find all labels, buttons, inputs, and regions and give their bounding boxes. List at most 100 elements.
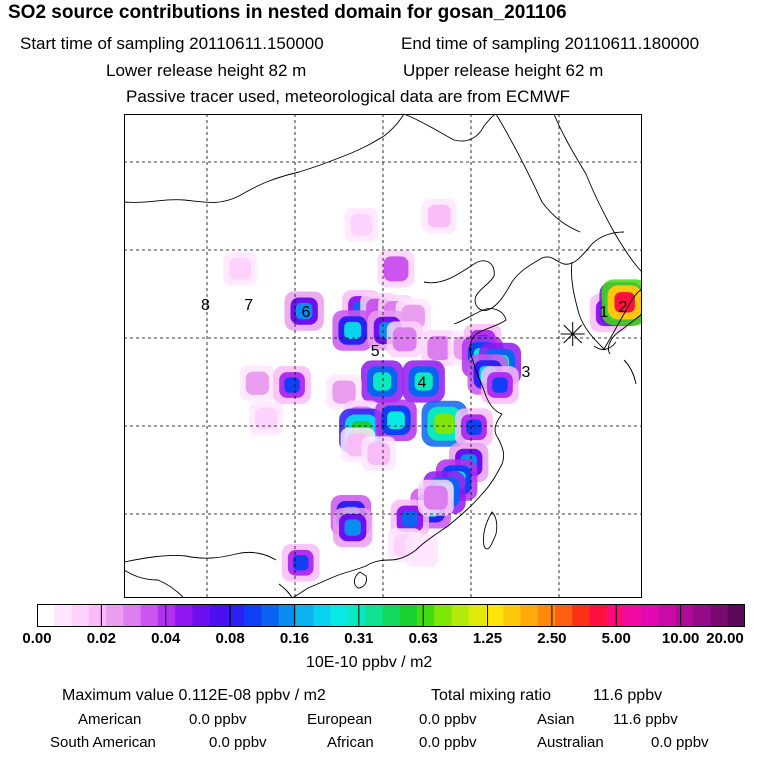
colorbar-cell	[710, 604, 729, 627]
australian-label: Australian	[537, 734, 604, 751]
colorbar-tick-label: 0.00	[22, 630, 52, 647]
south-american-value: 0.0 ppbv	[209, 734, 267, 751]
colorbar-tick-label: 0.02	[86, 630, 116, 647]
colorbar-cell	[296, 604, 314, 627]
source-marker-6: 6	[301, 304, 310, 321]
colorbar-tick-label: 1.25	[472, 630, 503, 647]
colorbar-cell	[175, 604, 194, 627]
colorbar-tick-label: 0.63	[408, 630, 438, 647]
european-label: European	[307, 711, 373, 728]
colorbar-cell	[382, 604, 401, 627]
source-marker-8: 8	[201, 297, 210, 314]
plume-core	[387, 411, 405, 430]
total-mixing-value: 11.6 ppbv	[593, 687, 663, 704]
colorbar-cell	[313, 604, 332, 627]
start-time: Start time of sampling 20110611.150000	[20, 34, 324, 53]
colorbar-cell	[157, 604, 176, 627]
map-panel: 1 2 3 4 5 6 7 8	[124, 114, 642, 598]
maximum-value: Maximum value 0.112E-08 ppbv / m2	[62, 687, 326, 704]
colorbar-cell	[209, 604, 228, 627]
asian-value: 11.6 ppbv	[613, 711, 678, 728]
source-marker-7: 7	[244, 297, 253, 314]
colorbar-cell	[365, 604, 383, 627]
colorbar-cell	[106, 604, 124, 627]
plume-core	[434, 413, 455, 434]
plume-cell	[255, 407, 277, 430]
colorbar-cell	[71, 604, 90, 627]
asian-label: Asian	[537, 711, 575, 728]
source-marker-4: 4	[418, 375, 427, 392]
plume-cell	[392, 327, 417, 352]
coastlines	[124, 114, 642, 598]
plume-core	[284, 377, 300, 393]
plume-cell	[411, 540, 433, 561]
colorbar-cell	[123, 604, 142, 627]
total-mixing-label: Total mixing ratio	[431, 687, 552, 704]
source-marker-5: 5	[371, 343, 380, 360]
source-marker-3: 3	[521, 364, 530, 381]
source-markers: 1 2 3 4 5 6 7 8	[201, 297, 628, 391]
colorbar-tick-label: 0.16	[279, 630, 310, 647]
plume-cell	[423, 485, 448, 510]
american-label: American	[78, 711, 142, 728]
plume-core	[614, 292, 635, 313]
colorbar-cell	[416, 604, 435, 627]
european-value: 0.0 ppbv	[419, 711, 477, 728]
south-american-label: South American	[50, 734, 156, 751]
colorbar-tick-label: 20.00	[706, 630, 744, 647]
plume-cell	[428, 204, 451, 228]
colorbar-cell	[641, 604, 660, 627]
colorbar-tick-label: 2.50	[537, 630, 567, 647]
colorbar-tick-label: 0.04	[151, 630, 181, 647]
lower-release-height: Lower release height 82 m	[106, 61, 307, 80]
plume-core	[344, 519, 361, 536]
colorbar-cell	[520, 604, 539, 627]
map-border	[124, 114, 642, 598]
colorbar-tick-label: 10.00	[661, 630, 700, 647]
colorbar-cell	[261, 604, 280, 627]
colorbar-cell	[485, 604, 504, 627]
plume-cell	[350, 213, 373, 236]
plume-cell	[332, 380, 356, 404]
colorbar-cell	[347, 604, 366, 627]
colorbar-cell	[140, 604, 159, 627]
colorbar-tick-label: 0.08	[215, 630, 245, 647]
colorbar-cell	[226, 604, 245, 627]
tracer-note: Passive tracer used, meteorological data…	[126, 87, 571, 106]
colorbar-cell	[244, 604, 263, 627]
colorbar-cell	[399, 604, 418, 627]
colorbar-cell	[278, 604, 297, 627]
colorbar-units: 10E-10 ppbv / m2	[306, 654, 433, 671]
colorbar-cell	[503, 604, 522, 627]
australian-value: 0.0 ppbv	[651, 734, 709, 751]
colorbar-cell	[451, 604, 470, 627]
plume-cell	[367, 442, 390, 465]
end-time: End time of sampling 20110611.180000	[401, 34, 700, 53]
plume-core	[466, 419, 482, 435]
chart-title: SO2 source contributions in nested domai…	[8, 2, 567, 23]
plume-core	[401, 510, 418, 527]
plume-core	[292, 555, 309, 571]
african-value: 0.0 ppbv	[419, 734, 477, 751]
colorbar-cell	[330, 604, 349, 627]
colorbar-tick-label: 5.00	[601, 630, 631, 647]
plume-core	[373, 372, 392, 391]
colorbar-cell	[37, 604, 55, 627]
african-label: African	[327, 734, 374, 751]
graticule	[124, 114, 642, 598]
plume-core	[295, 302, 313, 320]
plume-cell	[229, 257, 251, 280]
colorbar-cell	[537, 604, 556, 627]
colorbar-cell	[468, 604, 487, 627]
plume-core	[344, 321, 362, 340]
plume-cell	[383, 256, 409, 282]
colorbar-cell	[88, 604, 107, 627]
colorbar-cell	[727, 604, 745, 627]
colorbar-cell	[434, 604, 453, 627]
colorbar-cell	[624, 604, 642, 627]
colorbar-cell	[192, 604, 211, 627]
receptor-star	[560, 322, 585, 346]
colorbar-cell	[675, 604, 694, 627]
colorbar-cell	[572, 604, 591, 627]
